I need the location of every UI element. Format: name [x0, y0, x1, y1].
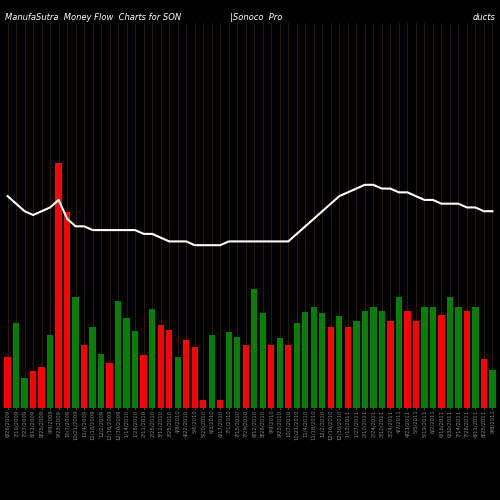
Bar — [362, 310, 368, 408]
Bar — [344, 327, 351, 407]
Bar — [260, 312, 266, 408]
Bar — [226, 332, 232, 407]
Bar — [22, 378, 28, 408]
Bar — [115, 301, 121, 408]
Bar — [294, 324, 300, 407]
Bar — [328, 327, 334, 407]
Bar — [378, 310, 385, 408]
Bar — [455, 307, 462, 408]
Bar — [421, 307, 428, 408]
Bar — [446, 297, 453, 408]
Bar — [276, 338, 283, 407]
Bar — [438, 314, 444, 408]
Text: ManufaSutra  Money Flow  Charts for SON: ManufaSutra Money Flow Charts for SON — [5, 12, 181, 22]
Bar — [464, 310, 470, 408]
Bar — [430, 307, 436, 408]
Bar — [234, 337, 240, 407]
Text: ducts: ducts — [472, 12, 495, 22]
Bar — [200, 400, 206, 407]
Bar — [47, 335, 54, 407]
Bar — [217, 400, 224, 407]
Bar — [353, 322, 360, 408]
Bar — [56, 162, 62, 408]
Bar — [183, 340, 190, 407]
Bar — [98, 354, 104, 408]
Bar — [370, 307, 376, 408]
Bar — [336, 316, 342, 408]
Bar — [302, 312, 308, 408]
Bar — [489, 370, 496, 408]
Bar — [480, 359, 487, 408]
Bar — [149, 309, 156, 408]
Bar — [124, 318, 130, 408]
Bar — [106, 363, 113, 408]
Text: |Sonoco  Pro: |Sonoco Pro — [230, 12, 282, 22]
Bar — [81, 344, 87, 408]
Bar — [404, 310, 410, 408]
Bar — [132, 331, 138, 407]
Bar — [412, 322, 419, 408]
Bar — [192, 348, 198, 408]
Bar — [242, 344, 249, 408]
Bar — [30, 370, 36, 408]
Bar — [174, 357, 181, 408]
Bar — [4, 357, 11, 408]
Bar — [472, 307, 478, 408]
Bar — [387, 322, 394, 408]
Bar — [140, 355, 147, 408]
Bar — [251, 290, 258, 408]
Bar — [38, 367, 45, 408]
Bar — [166, 330, 172, 407]
Bar — [310, 307, 317, 408]
Bar — [90, 327, 96, 407]
Bar — [396, 297, 402, 408]
Bar — [285, 344, 292, 408]
Bar — [72, 297, 79, 408]
Bar — [208, 335, 215, 407]
Bar — [268, 344, 274, 408]
Bar — [319, 312, 326, 408]
Bar — [64, 212, 70, 408]
Bar — [13, 324, 20, 407]
Bar — [158, 325, 164, 407]
